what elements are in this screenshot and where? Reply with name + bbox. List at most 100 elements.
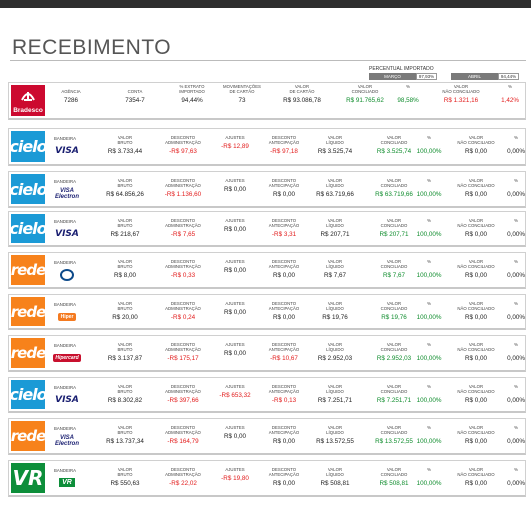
pct-nao-conciliado-cell: % 0,00% <box>505 301 527 321</box>
valor-conciliado-cell: VALOR CONCILIADO R$ 91.765,62 <box>339 84 391 104</box>
acquirer-row[interactable]: rede BANDEIRA VISA Electron VALOR BRUTO R$ 1… <box>8 418 526 455</box>
valor-liquido-label: VALOR LÍQUIDO <box>326 467 344 477</box>
desconto-administracao-cell: DESCONTO ADMINISTRAÇÃO -R$ 164,79 <box>157 425 209 445</box>
ajustes-label: AJUSTES <box>225 301 245 306</box>
pct-conciliado-label: % <box>427 425 431 430</box>
desconto-administracao-label: DESCONTO ADMINISTRAÇÃO <box>165 384 201 394</box>
ajustes-value: R$ 0,00 <box>223 433 247 440</box>
desconto-antecipacao-label: DESCONTO ANTECIPAÇÃO <box>268 218 300 228</box>
percentual-abril[interactable]: ABRIL 94,44% <box>451 73 519 80</box>
acquirer-row[interactable]: rede BANDEIRA VALOR BRUTO R$ 8,00 DESCONTO A… <box>8 252 526 289</box>
valor-bruto-label: VALOR BRUTO <box>117 425 133 435</box>
pct-conciliado-cell: % 98,58% <box>395 84 421 104</box>
ajustes-cell: AJUSTES R$ 0,00 <box>213 259 257 274</box>
ajustes-value: R$ 0,00 <box>223 267 247 274</box>
desconto-administracao-label: DESCONTO ADMINISTRAÇÃO <box>165 425 201 435</box>
pct-conciliado-value: 100,00% <box>416 480 442 487</box>
pct-conciliado-label: % <box>427 135 431 140</box>
conta-label: CONTA <box>127 89 143 94</box>
valor-conciliado-cell: VALOR CONCILIADO R$ 7.251,71 <box>367 384 421 404</box>
desconto-administracao-value: -R$ 0,24 <box>170 314 196 321</box>
desconto-antecipacao-value: -R$ 0,13 <box>271 397 297 404</box>
ajustes-label: AJUSTES <box>225 178 245 183</box>
bandeira-label: BANDEIRA <box>54 219 76 224</box>
ajustes-cell: AJUSTES -R$ 12,89 <box>213 135 257 150</box>
pct-nao-conciliado-cell: % 0,00% <box>505 384 527 404</box>
valor-nao-conciliado-label: VALOR NÃO CONCILIADO <box>457 425 495 435</box>
extrato-cell: % EXTRATO IMPORTADO 94,44% <box>171 84 213 104</box>
valor-bruto-cell: VALOR BRUTO R$ 3.137,87 <box>97 342 153 362</box>
conta-value: 7354-7 <box>125 97 145 104</box>
desconto-antecipacao-value: -R$ 97,18 <box>270 148 298 155</box>
cielo-logo: cielo <box>9 131 48 162</box>
acquirer-row[interactable]: VR BANDEIRA VR VALOR BRUTO R$ 550,63 DESCONTO… <box>8 460 526 497</box>
bandeira-label: BANDEIRA <box>54 179 76 184</box>
pct-nao-conciliado-label: % <box>514 467 518 472</box>
valor-nao-conciliado-value: R$ 0,00 <box>464 355 488 362</box>
valor-liquido-label: VALOR LÍQUIDO <box>326 259 344 269</box>
valor-nao-conciliado-label: VALOR NÃO CONCILIADO <box>442 84 480 94</box>
rede-logo: rede <box>11 255 46 285</box>
visa-icon: VISA <box>55 394 79 405</box>
desconto-administracao-label: DESCONTO ADMINISTRAÇÃO <box>165 342 201 352</box>
valor-nao-conciliado-value: R$ 0,00 <box>464 191 488 198</box>
cielo-logo: cielo <box>9 214 48 243</box>
pct-conciliado-value: 100,00% <box>416 314 442 321</box>
ajustes-value: R$ 0,00 <box>223 350 247 357</box>
desconto-administracao-value: -R$ 97,63 <box>169 148 197 155</box>
valor-bruto-cell: VALOR BRUTO R$ 3.733,44 <box>97 135 153 155</box>
valor-conciliado-cell: VALOR CONCILIADO R$ 13.572,55 <box>367 425 421 445</box>
pct-conciliado-value: 100,00% <box>416 148 442 155</box>
ajustes-label: AJUSTES <box>225 342 245 347</box>
valor-conciliado-cell: VALOR CONCILIADO R$ 7,67 <box>367 259 421 279</box>
desconto-administracao-value: -R$ 0,33 <box>170 272 196 279</box>
pct-nao-conciliado-label: % <box>514 135 518 140</box>
valor-bruto-value: R$ 64.856,26 <box>106 191 144 198</box>
valor-nao-conciliado-label: VALOR NÃO CONCILIADO <box>457 467 495 477</box>
acquirer-row[interactable]: cielo BANDEIRA VISA VALOR BRUTO R$ 3.733,44 D… <box>8 128 526 166</box>
acquirer-row[interactable]: rede BANDEIRA Hiper VALOR BRUTO R$ 20,00 DESC… <box>8 294 526 330</box>
hiper-icon: Hiper <box>54 311 80 322</box>
agencia-value: 7286 <box>63 97 78 104</box>
valor-nao-conciliado-cell: VALOR NÃO CONCILIADO R$ 0,00 <box>449 178 503 198</box>
acquirer-row[interactable]: cielo BANDEIRA VISA VALOR BRUTO R$ 8.302,82 D… <box>8 377 526 413</box>
rede-logo: rede <box>11 338 46 368</box>
pct-nao-conciliado-label: % <box>514 425 518 430</box>
valor-cartao-label: VALOR DE CARTÃO <box>289 84 315 94</box>
desconto-antecipacao-cell: DESCONTO ANTECIPAÇÃO R$ 0,00 <box>259 259 309 279</box>
pct-conciliado-label: % <box>427 259 431 264</box>
desconto-antecipacao-label: DESCONTO ANTECIPAÇÃO <box>268 301 300 311</box>
acquirer-row[interactable]: cielo BANDEIRA VISA VALOR BRUTO R$ 218,67 DES… <box>8 211 526 247</box>
valor-conciliado-label: VALOR CONCILIADO <box>351 84 379 94</box>
bandeira-label: BANDEIRA <box>54 136 76 141</box>
bank-summary-row[interactable]: Bradesco AGÊNCIA 7286 CONTA 7354-7 % EXT… <box>8 82 526 120</box>
desconto-administracao-value: -R$ 397,66 <box>167 397 199 404</box>
acquirer-row[interactable]: rede BANDEIRA Hipercard VALOR BRUTO R$ 3.137… <box>8 335 526 372</box>
percentual-marco[interactable]: MARÇO 97,93% <box>369 73 437 80</box>
ajustes-label: AJUSTES <box>225 259 245 264</box>
pct-nao-conciliado-value: 0,00% <box>507 272 525 279</box>
valor-liquido-value: R$ 3.525,74 <box>317 148 353 155</box>
pct-nao-conciliado-cell: % 0,00% <box>505 425 527 445</box>
valor-liquido-value: R$ 63.719,66 <box>316 191 354 198</box>
rede-logo: rede <box>11 421 46 451</box>
valor-bruto-label: VALOR BRUTO <box>117 218 133 228</box>
valor-nao-conciliado-label: VALOR NÃO CONCILIADO <box>457 384 495 394</box>
valor-bruto-cell: VALOR BRUTO R$ 8,00 <box>97 259 153 279</box>
valor-nao-conciliado-label: VALOR NÃO CONCILIADO <box>457 135 495 145</box>
pct-conciliado-cell: % 100,00% <box>415 218 443 238</box>
valor-nao-conciliado-cell: VALOR NÃO CONCILIADO R$ 1.321,16 <box>435 84 487 104</box>
desconto-administracao-label: DESCONTO ADMINISTRAÇÃO <box>165 135 201 145</box>
pct-nao-conciliado-label: % <box>514 178 518 183</box>
valor-conciliado-cell: VALOR CONCILIADO R$ 63.719,66 <box>367 178 421 198</box>
desconto-administracao-cell: DESCONTO ADMINISTRAÇÃO -R$ 22,02 <box>157 467 209 487</box>
pct-label: % <box>508 84 512 89</box>
valor-conciliado-value: R$ 91.765,62 <box>346 97 384 104</box>
desconto-antecipacao-cell: DESCONTO ANTECIPAÇÃO R$ 0,00 <box>259 467 309 487</box>
valor-bruto-value: R$ 20,00 <box>112 314 138 321</box>
valor-bruto-label: VALOR BRUTO <box>117 259 133 269</box>
valor-liquido-value: R$ 19,76 <box>322 314 348 321</box>
acquirer-row[interactable]: cielo BANDEIRA VISA Electron VALOR BRUTO R$ … <box>8 171 526 208</box>
valor-nao-conciliado-value: R$ 1.321,16 <box>443 97 479 104</box>
valor-liquido-cell: VALOR LÍQUIDO R$ 2.952,03 <box>309 342 361 362</box>
